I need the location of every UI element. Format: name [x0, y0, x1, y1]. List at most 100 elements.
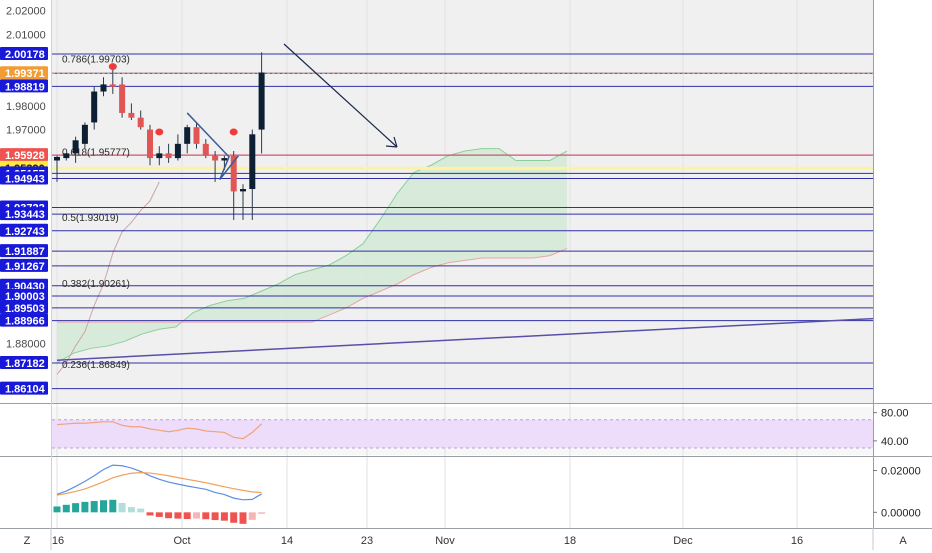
auto-scale-button[interactable]: A: [899, 535, 907, 547]
candle[interactable]: [100, 77, 107, 97]
price-label[interactable]: 1.88966: [0, 313, 48, 328]
candle-body: [100, 84, 107, 92]
price-label-bg: [0, 79, 48, 93]
price-label[interactable]: 1.92743: [0, 223, 48, 238]
fib-label-1: 0.618(1.95777): [62, 148, 130, 159]
macd-hist-bar: [53, 506, 61, 513]
zoom-toggle-button[interactable]: Z: [24, 535, 31, 547]
price-label-text: 1.93443: [5, 209, 45, 221]
macd-signal-line: [56, 472, 262, 496]
price-label-bg: [0, 381, 48, 395]
price-label-text: 1.91887: [5, 246, 45, 258]
candle-body: [137, 117, 144, 128]
time-tick-label: 23: [361, 535, 373, 547]
price-label-text: 1.98819: [5, 81, 45, 93]
price-tick-label: 1.97000: [6, 125, 46, 137]
time-tick-label: 16: [52, 535, 64, 547]
price-label-text: 2.00178: [5, 49, 45, 61]
fib-label-0: 0.786(1.99703): [62, 54, 130, 65]
candle[interactable]: [184, 124, 191, 154]
price-label[interactable]: 1.90003: [0, 288, 48, 303]
projection-arrow-line[interactable]: [283, 43, 398, 148]
candle[interactable]: [212, 150, 219, 182]
price-label[interactable]: 1.93443: [0, 207, 48, 221]
candle[interactable]: [165, 143, 172, 163]
price-label[interactable]: 1.94943: [0, 171, 48, 185]
candle[interactable]: [202, 139, 209, 159]
candle[interactable]: [249, 129, 256, 220]
candle-body: [72, 140, 79, 154]
candle[interactable]: [63, 153, 70, 161]
time-tick-label: Oct: [173, 535, 190, 547]
price-label-text: 1.89503: [5, 303, 45, 315]
macd-hist-bar: [211, 512, 219, 521]
price-label-bg: [0, 223, 48, 237]
candle[interactable]: [119, 77, 126, 118]
macd-hist-bar: [100, 500, 107, 513]
macd-hist-bar: [72, 503, 80, 513]
candle-body: [240, 189, 246, 192]
candle[interactable]: [128, 103, 135, 121]
candle-body: [54, 156, 60, 161]
macd-hist-bar: [165, 512, 173, 519]
macd-hist-bar: [127, 507, 135, 513]
price-label-text: 1.88966: [5, 316, 45, 328]
candle-body: [249, 134, 256, 190]
price-label-bg: [0, 258, 48, 272]
candle[interactable]: [240, 184, 246, 220]
candle[interactable]: [72, 136, 79, 163]
price-label[interactable]: 1.87182: [0, 356, 48, 370]
price-label[interactable]: 1.98819: [0, 79, 48, 93]
candle-body: [221, 158, 228, 161]
price-label[interactable]: 1.89503: [0, 300, 48, 315]
price-label-bg: [0, 288, 48, 302]
macd-hist-bar: [258, 512, 266, 514]
candle-body: [230, 155, 237, 192]
macd-hist-bar: [137, 508, 145, 513]
time-tick-label: 14: [281, 535, 293, 547]
candle[interactable]: [193, 122, 200, 149]
price-label[interactable]: 1.91887: [0, 244, 48, 258]
candle-body: [91, 91, 98, 123]
price-label[interactable]: 1.99371: [0, 66, 48, 80]
price-label-bg: [0, 66, 48, 80]
price-label-bg: [0, 300, 48, 314]
signal-dot[interactable]: [108, 63, 117, 71]
price-label-bg: [0, 356, 48, 370]
price-tick-label: 1.98000: [6, 101, 46, 113]
trend-line[interactable]: [56, 317, 874, 361]
candle-body: [184, 127, 191, 144]
candle[interactable]: [137, 110, 144, 130]
price-label-bg: [0, 207, 48, 221]
price-label-bg: [0, 313, 48, 327]
rsi-tick-label: 40.00: [881, 436, 909, 448]
candle-body: [119, 84, 126, 113]
candle[interactable]: [54, 155, 60, 182]
fib-label-2: 0.5(1.93019): [62, 213, 119, 224]
macd-hist-bar: [202, 512, 210, 520]
candle[interactable]: [91, 86, 98, 130]
macd-hist-bar: [183, 512, 191, 520]
ichimoku-span-a: [56, 148, 568, 364]
price-label[interactable]: 1.95928: [0, 148, 48, 162]
yellow-level-band[interactable]: [52, 166, 873, 170]
triangle-pattern[interactable]: [186, 112, 239, 180]
candle[interactable]: [258, 52, 265, 154]
candle-body: [109, 84, 116, 87]
macd-hist-bar: [174, 512, 182, 519]
candle-body: [128, 112, 135, 118]
candle[interactable]: [174, 134, 181, 161]
price-label[interactable]: 1.86104: [0, 381, 48, 396]
candle[interactable]: [109, 65, 116, 94]
candle[interactable]: [156, 146, 163, 166]
price-label[interactable]: 2.00178: [0, 47, 48, 61]
price-label-text: 1.90003: [5, 291, 45, 303]
signal-dot[interactable]: [229, 128, 238, 136]
candle[interactable]: [81, 122, 88, 149]
signal-dot[interactable]: [155, 128, 164, 136]
price-label[interactable]: 1.91267: [0, 258, 48, 273]
candle[interactable]: [147, 124, 153, 166]
rsi-tick-label: 80.00: [881, 408, 909, 420]
